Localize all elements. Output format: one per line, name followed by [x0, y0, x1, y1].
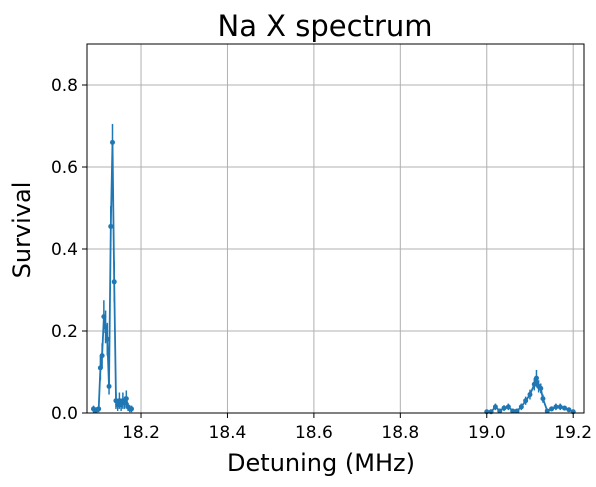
data-point — [544, 408, 550, 414]
data-point — [553, 404, 559, 410]
data-point — [501, 405, 507, 411]
data-point — [531, 381, 537, 387]
data-point — [109, 139, 115, 145]
data-point — [99, 353, 105, 359]
chart-title: Na X spectrum — [218, 9, 433, 43]
data-point — [111, 279, 117, 285]
x-tick-label: 19.0 — [468, 423, 506, 443]
data-point — [540, 396, 546, 402]
data-point — [106, 383, 112, 389]
x-tick-label: 18.8 — [381, 423, 419, 443]
data-point — [104, 336, 110, 342]
data-point — [116, 398, 122, 404]
data-point — [96, 406, 102, 412]
data-point — [557, 404, 563, 410]
data-point — [497, 408, 503, 414]
x-tick-label: 18.2 — [122, 423, 160, 443]
x-tick-label: 18.6 — [295, 423, 333, 443]
data-point — [129, 406, 135, 412]
data-point — [101, 314, 107, 320]
y-tick-label: 0.0 — [51, 404, 78, 424]
data-point — [488, 409, 494, 415]
axes-frame — [86, 43, 585, 414]
data-point — [566, 407, 572, 413]
data-point — [562, 405, 568, 411]
data-point — [492, 404, 498, 410]
data-point — [518, 404, 524, 410]
data-point — [538, 385, 544, 391]
y-tick-label: 0.6 — [51, 158, 78, 178]
data-point — [527, 392, 533, 398]
data-point — [103, 324, 109, 330]
y-axis-label: Survival — [8, 182, 36, 279]
series-1 — [90, 123, 135, 414]
data-point — [510, 408, 516, 414]
data-point — [115, 402, 121, 408]
data-point — [514, 408, 520, 414]
data-point — [533, 375, 539, 381]
x-tick-label: 19.2 — [554, 423, 592, 443]
plot-area: 18.2 18.4 18.6 18.8 19.0 19.2 0.0 0.2 0.4 0.6 0.8 — [51, 43, 592, 443]
y-tick-label: 0.4 — [51, 240, 78, 260]
data-point — [505, 404, 511, 410]
data-point — [113, 398, 119, 404]
y-tick-label: 0.2 — [51, 322, 78, 342]
y-tick-label: 0.8 — [51, 76, 78, 96]
data-point — [108, 223, 114, 229]
data-point — [97, 365, 103, 371]
x-axis-label: Detuning (MHz) — [227, 449, 415, 477]
data-point — [122, 400, 128, 406]
data-point — [523, 398, 529, 404]
data-point — [549, 406, 555, 412]
x-tick-label: 18.4 — [209, 423, 247, 443]
data-point — [123, 396, 129, 402]
